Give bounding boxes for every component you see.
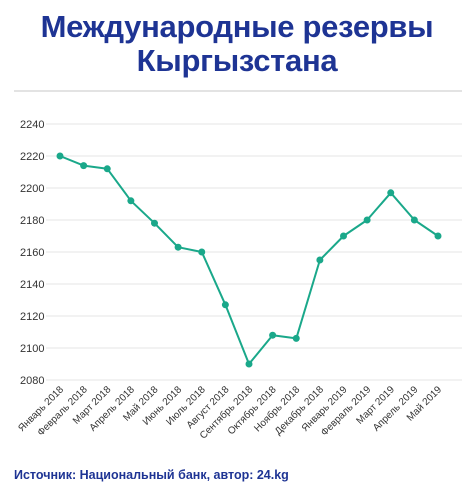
data-point[interactable] <box>174 243 182 251</box>
y-tick-label: 2200 <box>20 183 44 195</box>
y-tick-label: 2160 <box>20 247 44 259</box>
series-line-layer <box>59 155 439 365</box>
data-point[interactable] <box>340 232 347 240</box>
data-point[interactable] <box>103 165 111 173</box>
data-point[interactable] <box>127 197 135 205</box>
data-point[interactable] <box>245 360 253 368</box>
data-point[interactable] <box>292 334 300 342</box>
data-point[interactable] <box>387 189 395 197</box>
data-point[interactable] <box>316 256 324 264</box>
y-tick-label: 2140 <box>20 279 44 291</box>
data-point[interactable] <box>56 152 64 160</box>
data-point[interactable] <box>198 248 206 256</box>
data-point[interactable] <box>434 232 442 240</box>
data-point[interactable] <box>221 301 229 309</box>
y-tick-label: 2080 <box>20 375 44 387</box>
data-points-layer <box>56 152 442 368</box>
data-point[interactable] <box>269 331 277 339</box>
title-divider <box>14 90 462 92</box>
data-point[interactable] <box>80 162 88 170</box>
y-tick-label: 2240 <box>20 119 44 131</box>
y-tick-label: 2120 <box>20 311 44 323</box>
data-point[interactable] <box>151 219 158 227</box>
data-point[interactable] <box>363 216 371 224</box>
y-tick-label: 2220 <box>20 151 44 163</box>
line-chart: 2080 2100 2120 2140 2160 2180 2200 2220 2240 Янв… <box>16 119 462 441</box>
data-point[interactable] <box>410 216 418 224</box>
series-line <box>59 155 439 365</box>
grid-layer <box>46 123 462 381</box>
y-axis-ticks: 2080 2100 2120 2140 2160 2180 2200 2220 2240 <box>20 119 44 387</box>
source-note: Источник: Национальный банк, автор: 24.k… <box>14 468 289 482</box>
chart-title: Международные резервы Кыргызстана <box>40 9 434 78</box>
y-tick-label: 2180 <box>20 215 44 227</box>
y-tick-label: 2100 <box>20 343 44 355</box>
